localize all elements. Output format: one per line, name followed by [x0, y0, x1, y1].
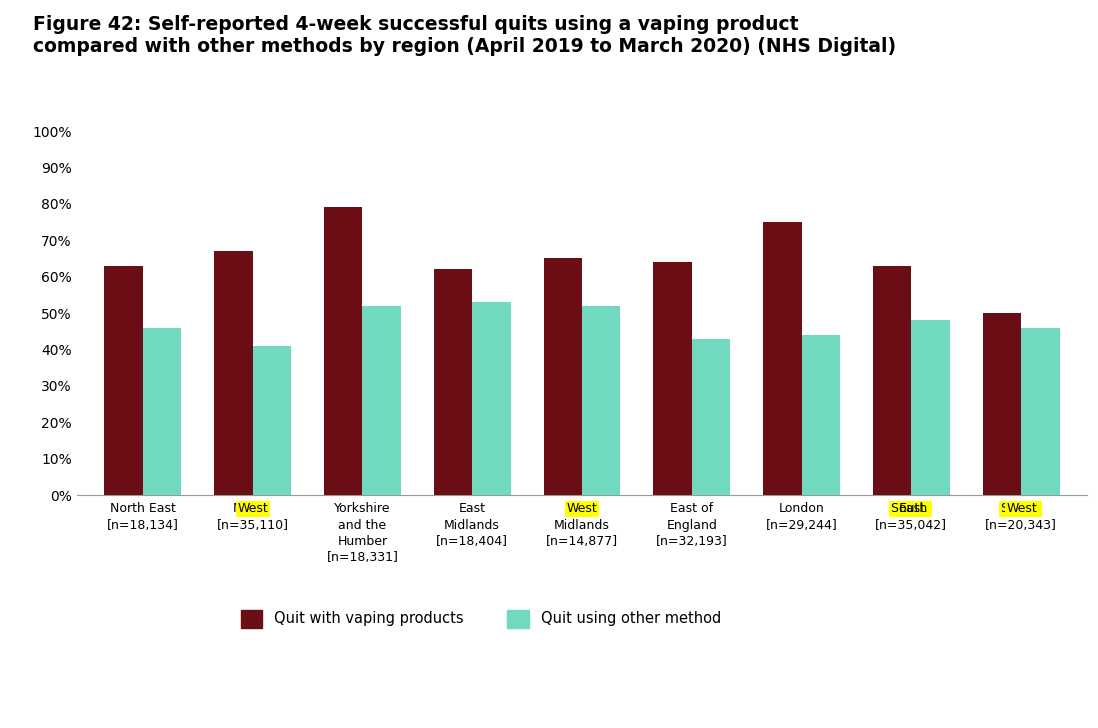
Text: [n=35,110]: [n=35,110]	[216, 518, 289, 531]
Bar	[544, 258, 582, 495]
Text: West: West	[567, 502, 597, 515]
Bar	[763, 222, 802, 495]
Text: West: West	[237, 502, 268, 515]
Text: [n=18,331]: [n=18,331]	[326, 551, 399, 564]
Bar	[253, 346, 291, 495]
Text: London: London	[778, 502, 825, 515]
Text: Figure 42: Self-reported 4-week successful quits using a vaping product
compared: Figure 42: Self-reported 4-week successf…	[33, 15, 896, 55]
Bar	[434, 269, 472, 495]
Bar	[802, 335, 840, 495]
Bar	[362, 306, 401, 495]
Text: East: East	[898, 502, 926, 515]
Bar	[692, 339, 730, 495]
Bar	[324, 207, 362, 495]
Text: England: England	[666, 518, 717, 531]
Bar	[143, 328, 181, 495]
Text: [n=18,134]: [n=18,134]	[107, 518, 179, 531]
Bar	[911, 320, 950, 495]
Bar	[873, 266, 911, 495]
Legend: Quit with vaping products, Quit using other method: Quit with vaping products, Quit using ot…	[235, 604, 727, 633]
Text: Midlands: Midlands	[445, 518, 500, 531]
Text: East of: East of	[670, 502, 714, 515]
Text: [n=20,343]: [n=20,343]	[985, 518, 1057, 531]
Bar	[983, 313, 1021, 495]
Bar	[472, 302, 511, 495]
Bar	[653, 262, 692, 495]
Text: [n=29,244]: [n=29,244]	[765, 518, 838, 531]
Text: and the: and the	[338, 518, 386, 531]
Bar	[104, 266, 143, 495]
Text: Yorkshire: Yorkshire	[334, 502, 391, 515]
Text: North East: North East	[110, 502, 176, 515]
Text: [n=32,193]: [n=32,193]	[656, 535, 728, 547]
Text: [n=14,877]: [n=14,877]	[546, 535, 618, 547]
Bar	[582, 306, 620, 495]
Text: Midlands: Midlands	[554, 518, 609, 531]
Bar	[1021, 328, 1060, 495]
Text: [n=35,042]: [n=35,042]	[875, 518, 948, 531]
Text: East: East	[459, 502, 485, 515]
Text: Humber: Humber	[337, 535, 388, 547]
Text: West: West	[1006, 502, 1037, 515]
Text: North: North	[233, 502, 271, 515]
Text: [n=18,404]: [n=18,404]	[436, 535, 508, 547]
Text: South: South	[890, 502, 931, 515]
Text: South: South	[1000, 502, 1041, 515]
Bar	[214, 251, 253, 495]
